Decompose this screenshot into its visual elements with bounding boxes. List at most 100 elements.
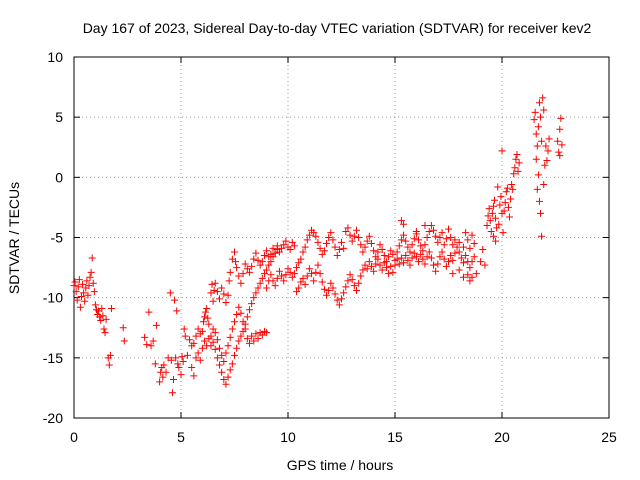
data-point (98, 304, 106, 312)
data-point (449, 241, 457, 249)
data-point (541, 161, 549, 169)
data-point (284, 265, 292, 273)
data-point (545, 135, 553, 143)
data-point (312, 268, 320, 276)
data-point (395, 260, 403, 268)
data-point (556, 125, 564, 133)
data-point (162, 368, 170, 376)
data-point (400, 259, 408, 267)
data-point (537, 209, 545, 217)
data-point (231, 318, 238, 326)
data-point (316, 244, 324, 252)
data-point (99, 312, 107, 320)
data-point (80, 289, 88, 297)
data-point (530, 116, 538, 124)
data-point (486, 217, 494, 225)
data-point (310, 277, 318, 285)
data-point (314, 261, 322, 269)
data-point (269, 277, 277, 285)
data-point (542, 142, 550, 150)
data-point (453, 243, 461, 251)
data-point (338, 295, 345, 303)
data-point (233, 311, 241, 319)
data-point (327, 279, 335, 287)
data-point (363, 237, 371, 245)
data-point (329, 284, 337, 292)
data-point (286, 268, 294, 276)
data-point (533, 142, 541, 150)
data-point (301, 280, 309, 288)
axis-ticks (73, 56, 610, 419)
data-point (508, 181, 516, 189)
data-point (305, 231, 313, 239)
data-point (204, 314, 212, 322)
data-point (415, 236, 423, 244)
data-point (74, 283, 82, 291)
data-point (120, 337, 128, 345)
data-point (301, 243, 309, 251)
data-point (216, 361, 224, 369)
data-point (507, 195, 515, 203)
data-point (170, 375, 178, 383)
data-point (290, 242, 298, 250)
data-point (76, 303, 84, 311)
data-point (494, 183, 502, 191)
data-point (293, 288, 301, 296)
data-point (385, 253, 393, 261)
data-point (459, 243, 467, 251)
data-point (203, 304, 211, 312)
data-point (397, 236, 405, 244)
data-point (106, 351, 114, 359)
data-point (107, 304, 115, 312)
data-point (119, 324, 127, 332)
data-point (374, 248, 382, 256)
data-point (361, 243, 369, 251)
data-point (472, 270, 480, 278)
data-point (488, 209, 496, 217)
data-point (393, 248, 401, 256)
data-point (470, 240, 478, 248)
data-point (248, 262, 256, 270)
data-point (172, 354, 180, 362)
data-point (489, 232, 497, 240)
data-point (380, 259, 388, 267)
data-point (288, 273, 296, 281)
data-point (357, 241, 365, 249)
data-point (538, 137, 546, 145)
data-point (254, 335, 262, 343)
data-point (84, 291, 92, 299)
data-point (367, 262, 375, 270)
data-point (231, 351, 238, 359)
data-point (273, 246, 281, 254)
data-point (333, 296, 341, 304)
chart-title: Day 167 of 2023, Sidereal Day-to-day VTE… (83, 20, 592, 36)
data-point (374, 255, 382, 263)
data-point (406, 261, 414, 269)
data-point (96, 313, 104, 321)
data-point (297, 255, 305, 263)
data-point (310, 229, 318, 237)
data-point (359, 248, 367, 256)
data-point (252, 330, 260, 338)
data-point (500, 207, 508, 215)
data-point (97, 317, 105, 325)
data-point (485, 205, 493, 213)
data-point (258, 258, 266, 266)
data-point (421, 260, 429, 268)
data-point (159, 373, 167, 381)
data-point (363, 265, 371, 273)
data-point (252, 289, 260, 297)
data-point (88, 254, 96, 262)
y-tick-label: 5 (55, 109, 63, 125)
data-point (256, 279, 264, 287)
data-point (434, 260, 442, 268)
data-point (342, 227, 350, 235)
data-point (228, 360, 236, 368)
data-point (427, 221, 435, 229)
data-point (147, 342, 155, 350)
data-point (378, 246, 386, 254)
data-point (447, 252, 455, 260)
data-point (370, 267, 378, 275)
data-point (263, 329, 271, 337)
